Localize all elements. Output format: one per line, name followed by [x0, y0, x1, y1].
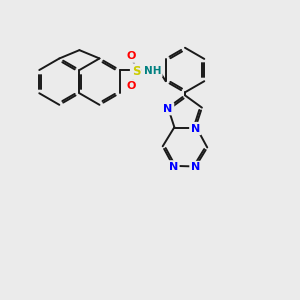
- Text: NH: NH: [143, 66, 161, 76]
- Text: S: S: [132, 65, 140, 78]
- Text: O: O: [127, 51, 136, 61]
- Text: O: O: [127, 81, 136, 91]
- Text: N: N: [191, 124, 200, 134]
- Text: N: N: [164, 103, 172, 114]
- Text: N: N: [191, 163, 200, 172]
- Text: N: N: [169, 162, 178, 172]
